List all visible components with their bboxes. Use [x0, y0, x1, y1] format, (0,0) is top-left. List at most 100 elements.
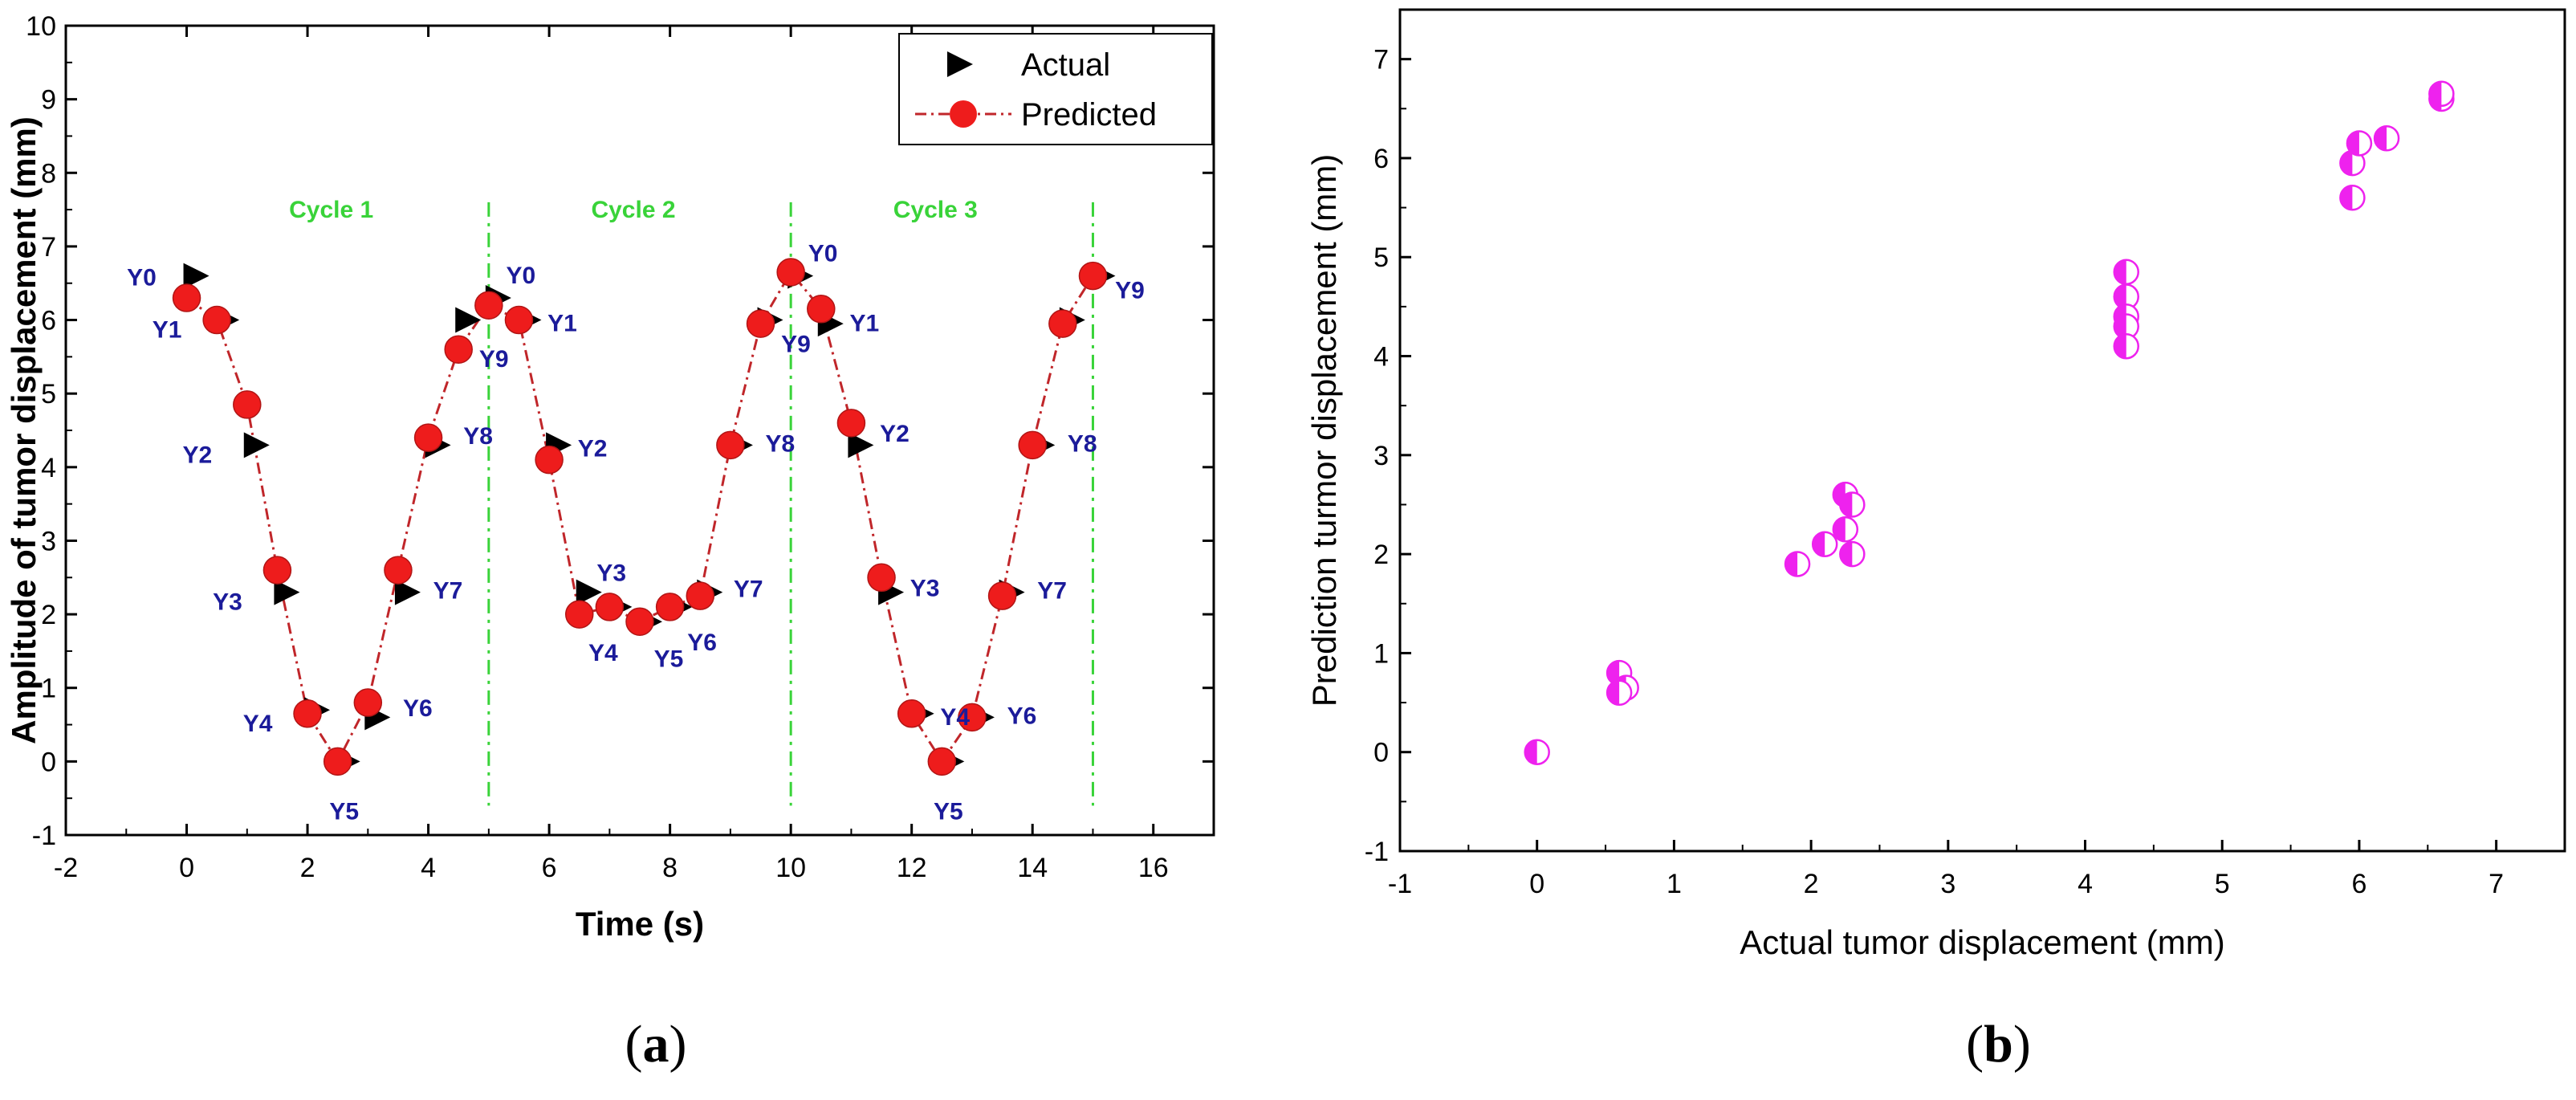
point-label: Y8 — [766, 430, 796, 457]
point-label: Y3 — [213, 589, 242, 616]
point-label: Y6 — [1007, 703, 1037, 729]
predicted-point-marker — [1018, 430, 1047, 460]
point-label: Y4 — [243, 711, 273, 737]
actual-point-marker — [394, 579, 421, 605]
scatter-point — [2113, 259, 2139, 285]
y-tick-label: 1 — [1373, 638, 1389, 669]
scatter-point — [1832, 516, 1859, 543]
predicted-point-marker — [1048, 309, 1077, 338]
scatter-point-fill — [2114, 259, 2126, 284]
panel-a-caption-letter: a — [643, 1015, 669, 1074]
y-tick-label: 3 — [1373, 441, 1389, 471]
cycle-label: Cycle 1 — [289, 197, 373, 223]
point-label: Y6 — [403, 695, 433, 722]
panel-a-caption: (a) — [625, 1015, 687, 1074]
scatter-point-fill — [1813, 532, 1825, 556]
point-label: Y5 — [654, 646, 684, 672]
predicted-point-marker — [202, 305, 231, 335]
actual-point-marker — [848, 432, 874, 458]
point-label: Y4 — [588, 640, 618, 666]
legend-predicted-swatch — [950, 100, 977, 128]
y-tick-label: 6 — [1373, 144, 1389, 174]
legend-predicted-label: Predicted — [1021, 97, 1157, 132]
predicted-point-marker — [987, 581, 1017, 610]
scatter-point — [1839, 540, 1866, 568]
point-label: Y9 — [1115, 278, 1145, 304]
predicted-point-marker — [807, 295, 836, 324]
scatter-point-fill — [2375, 126, 2387, 151]
y-tick-label: 2 — [1373, 540, 1389, 570]
panel-b-caption: (b) — [1966, 1015, 2031, 1074]
y-tick-label: 7 — [41, 232, 56, 263]
scatter-point-fill — [1833, 517, 1846, 542]
y-tick-label: 4 — [41, 453, 56, 483]
scatter-point — [1784, 551, 1811, 577]
predicted-point-marker — [504, 305, 534, 335]
predicted-point-marker — [233, 390, 262, 419]
panel-a-y-axis-label: Amplitude of tumor displacement (mm) — [5, 116, 43, 744]
point-label: Y0 — [808, 241, 838, 267]
predicted-point-marker — [444, 335, 473, 364]
y-tick-label: 5 — [41, 379, 56, 409]
scatter-point-fill — [2429, 81, 2442, 106]
scatter-point-fill — [2114, 284, 2126, 309]
y-tick-label: 7 — [1373, 45, 1389, 75]
actual-point-marker — [455, 307, 482, 333]
predicted-point-marker — [958, 703, 987, 732]
y-tick-label: 8 — [41, 158, 56, 189]
point-label: Y2 — [182, 442, 212, 468]
y-tick-label: 0 — [1373, 738, 1389, 768]
predicted-point-marker — [776, 258, 805, 287]
predicted-point-marker — [716, 430, 745, 460]
point-label: Y8 — [1068, 430, 1097, 457]
scatter-point — [1811, 531, 1838, 558]
point-label: Y6 — [687, 629, 717, 656]
scatter-point-fill — [1840, 492, 1853, 517]
point-label: Y0 — [127, 265, 157, 291]
point-label: Y0 — [506, 263, 535, 289]
panel-b-frame — [1398, 8, 2566, 853]
scatter-point-fill — [2114, 314, 2126, 339]
panel-a-legend: Actual Predicted — [898, 33, 1213, 145]
scatter-point — [1524, 739, 1550, 765]
actual-point-marker — [576, 579, 602, 605]
scatter-point — [1605, 679, 1633, 706]
predicted-point-marker — [927, 747, 957, 776]
x-tick-label: 10 — [775, 853, 806, 883]
y-tick-label: 2 — [41, 600, 56, 630]
predicted-point-marker — [595, 593, 625, 621]
predicted-point-marker — [474, 291, 503, 320]
predicted-point-marker — [625, 607, 654, 637]
x-tick-label: 8 — [662, 853, 678, 883]
actual-point-marker — [274, 579, 300, 605]
point-label: Y7 — [734, 576, 763, 603]
x-tick-label: -1 — [1388, 869, 1412, 899]
scatter-point — [2428, 80, 2455, 108]
panel-a-series — [172, 258, 1116, 776]
point-label: Y5 — [934, 798, 963, 825]
x-tick-label: 4 — [2077, 869, 2093, 899]
panel-a-x-axis-label: Time (s) — [576, 905, 704, 943]
x-tick-label: 5 — [2215, 869, 2230, 899]
predicted-point-marker — [353, 688, 383, 717]
scatter-point-fill — [2346, 131, 2359, 156]
predicted-point-marker — [262, 556, 292, 585]
panel-a-frame — [64, 24, 1215, 837]
point-label: Y1 — [547, 311, 577, 337]
y-tick-label: 6 — [41, 306, 56, 336]
scatter-point-fill — [2340, 185, 2353, 210]
predicted-point-marker — [655, 593, 685, 621]
panel-b-x-axis-label: Actual tumor displacement (mm) — [1740, 923, 2225, 961]
point-label: Y1 — [849, 311, 879, 337]
panel-b-chart: -1 0 1 2 3 4 5 6 7 -1 0 1 2 3 4 5 6 7 Actual tumor displa… — [1305, 8, 2566, 961]
scatter-point — [2113, 332, 2139, 360]
scatter-point — [1839, 491, 1866, 518]
scatter-point-fill — [1607, 680, 1620, 705]
legend-frame — [898, 33, 1213, 145]
x-tick-label: 6 — [542, 853, 557, 883]
scatter-point-fill — [2114, 334, 2126, 359]
panel-b-y-axis-label: Prediction turmor displacement (mm) — [1305, 154, 1343, 707]
